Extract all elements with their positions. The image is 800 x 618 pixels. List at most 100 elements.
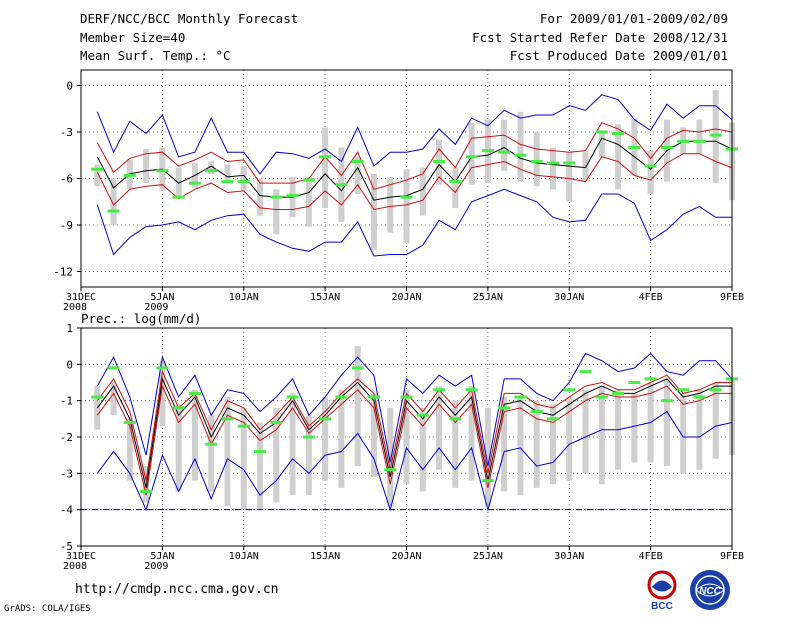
spread-bar: [208, 415, 215, 492]
observed-marker: [188, 391, 201, 395]
spread-bar: [549, 147, 556, 190]
observed-marker: [563, 388, 576, 392]
svg-text:BCC: BCC: [651, 601, 673, 612]
spread-bar: [452, 167, 459, 208]
spread-bar: [419, 407, 426, 492]
y-tick-label: -4: [60, 504, 74, 517]
spread-bar: [501, 119, 508, 171]
y-tick-label: -1: [60, 395, 73, 408]
observed-marker: [612, 391, 625, 395]
spread-bar: [175, 404, 182, 492]
spread-bar: [338, 389, 345, 488]
observed-marker: [351, 159, 364, 163]
ncc-logo: NCC: [690, 570, 730, 610]
observed-marker: [237, 424, 250, 428]
observed-marker: [546, 417, 559, 421]
chart-title: DERF/NCC/BCC Monthly Forecast: [80, 11, 299, 26]
y-tick-label: -2: [60, 431, 73, 444]
observed-marker: [270, 195, 283, 199]
spread-bar: [436, 386, 443, 470]
observed-marker: [237, 180, 250, 184]
observed-marker: [335, 395, 348, 399]
spread-bar: [273, 407, 280, 503]
spread-bar: [501, 397, 508, 492]
observed-marker: [205, 442, 218, 446]
spread-bar: [615, 124, 622, 190]
observed-marker: [433, 159, 446, 163]
observed-marker: [270, 420, 283, 424]
upper-spread-line: [96, 369, 732, 481]
x-tick-label: 9FEB: [720, 292, 744, 303]
observed-marker: [481, 479, 494, 483]
min-line: [96, 410, 733, 512]
observed-marker: [91, 167, 104, 171]
observed-marker: [107, 366, 120, 370]
spread-bar: [370, 173, 377, 250]
spread-bar: [468, 386, 475, 481]
observed-marker: [612, 132, 625, 136]
x-tick-year-label: 2008: [63, 561, 87, 572]
observed-marker: [465, 155, 478, 159]
x-tick-label: 31DEC: [66, 551, 96, 562]
observed-marker: [433, 388, 446, 392]
observed-marker: [449, 417, 462, 421]
x-tick-label: 30JAN: [554, 551, 584, 562]
forecast-period: For 2009/01/01-2009/02/09: [539, 11, 728, 26]
observed-marker: [156, 169, 169, 173]
observed-marker: [123, 173, 136, 177]
observed-marker: [498, 150, 511, 154]
x-tick-label: 20JAN: [391, 551, 421, 562]
observed-marker: [172, 406, 185, 410]
observed-marker: [351, 366, 364, 370]
observed-marker: [107, 209, 120, 213]
spread-bar: [110, 178, 117, 225]
spread-bar: [566, 397, 573, 481]
ensemble-mean-line: [96, 137, 733, 201]
spread-bar: [631, 393, 638, 463]
spread-bar: [354, 156, 361, 194]
y-tick-label: 0: [66, 80, 73, 93]
spread-bar: [126, 418, 133, 481]
forecast-start-date: Fcst Started Refer Date 2008/12/31: [472, 30, 728, 45]
observed-marker: [400, 395, 413, 399]
observed-marker: [514, 153, 527, 157]
spread-bar: [712, 382, 719, 459]
spread-bar: [354, 346, 361, 467]
observed-marker: [286, 395, 299, 399]
observed-marker: [514, 395, 527, 399]
x-tick-label: 4FEB: [639, 292, 663, 303]
x-tick-label: 4FEB: [639, 551, 663, 562]
source-url[interactable]: http://cmdp.ncc.cma.gov.cn: [75, 582, 279, 597]
observed-marker: [205, 169, 218, 173]
max-line: [96, 352, 733, 467]
spread-bar: [712, 90, 719, 184]
spread-bar: [240, 166, 247, 191]
spread-bar: [257, 422, 264, 510]
spread-bar: [240, 407, 247, 510]
spread-bar: [419, 167, 426, 216]
observed-marker: [91, 395, 104, 399]
x-tick-label: 10JAN: [229, 551, 259, 562]
spread-bar: [94, 164, 101, 187]
variable-label: Mean Surf. Temp.: °C: [80, 48, 231, 63]
x-tick-label: 9FEB: [720, 551, 744, 562]
spread-bar: [110, 382, 117, 416]
observed-marker: [628, 146, 641, 149]
upper-spread-line: [96, 122, 733, 190]
spread-bar: [468, 122, 475, 185]
spread-bar: [289, 393, 296, 496]
observed-marker: [677, 388, 690, 392]
x-tick-year-label: 2009: [144, 561, 168, 572]
observed-marker: [709, 388, 722, 392]
spread-bar: [647, 150, 654, 194]
observed-marker: [693, 139, 706, 143]
spread-bar: [517, 111, 524, 182]
observed-marker: [140, 490, 153, 493]
observed-marker: [481, 149, 494, 153]
x-tick-label: 5JAN: [150, 292, 174, 303]
forecast-produced-date: Fcst Produced Date 2009/01/01: [509, 48, 728, 63]
spread-bar: [533, 400, 540, 488]
observed-marker: [644, 377, 657, 381]
observed-marker: [693, 395, 706, 399]
